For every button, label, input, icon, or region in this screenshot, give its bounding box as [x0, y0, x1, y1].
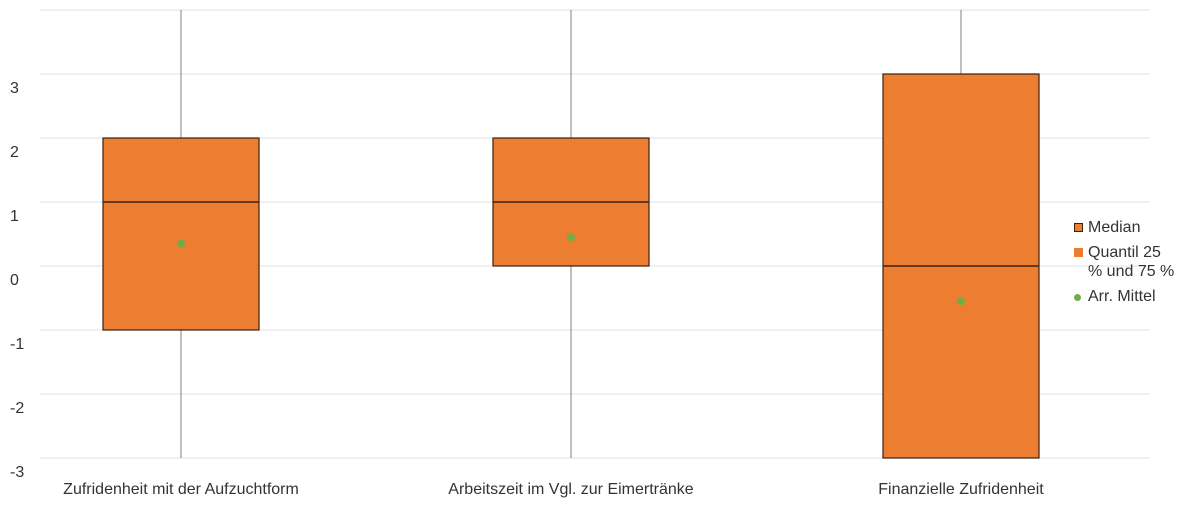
- x-tick-label: Finanzielle Zufridenheit: [878, 481, 1044, 498]
- y-tick-label: 2: [10, 144, 19, 161]
- x-tick-label: Zufridenheit mit der Aufzuchtform: [63, 481, 299, 498]
- legend-swatch: [1074, 248, 1083, 257]
- y-tick-label: 3: [10, 80, 19, 97]
- legend: Median Quantil 25 % und 75 % Arr. Mittel: [1072, 218, 1177, 312]
- legend-swatch: [1074, 294, 1081, 301]
- legend-swatch: [1074, 223, 1083, 232]
- y-tick-label: -3: [10, 464, 24, 481]
- legend-item: Arr. Mittel: [1072, 287, 1177, 306]
- legend-label: Arr. Mittel: [1088, 288, 1156, 305]
- y-tick-label: 0: [10, 272, 19, 289]
- x-tick-label: Arbeitszeit im Vgl. zur Eimertränke: [448, 481, 694, 498]
- legend-item: Median: [1072, 218, 1177, 237]
- mean: [177, 239, 185, 248]
- legend-item: Quantil 25 % und 75 %: [1072, 243, 1177, 281]
- legend-label: Quantil 25 % und 75 %: [1088, 244, 1175, 280]
- mean: [957, 297, 965, 306]
- mean: [567, 233, 575, 242]
- box: [102, 137, 260, 331]
- y-tick-label: 1: [10, 208, 19, 225]
- legend-label: Median: [1088, 219, 1141, 236]
- y-tick-label: -1: [10, 336, 24, 353]
- y-tick-label: -2: [10, 400, 24, 417]
